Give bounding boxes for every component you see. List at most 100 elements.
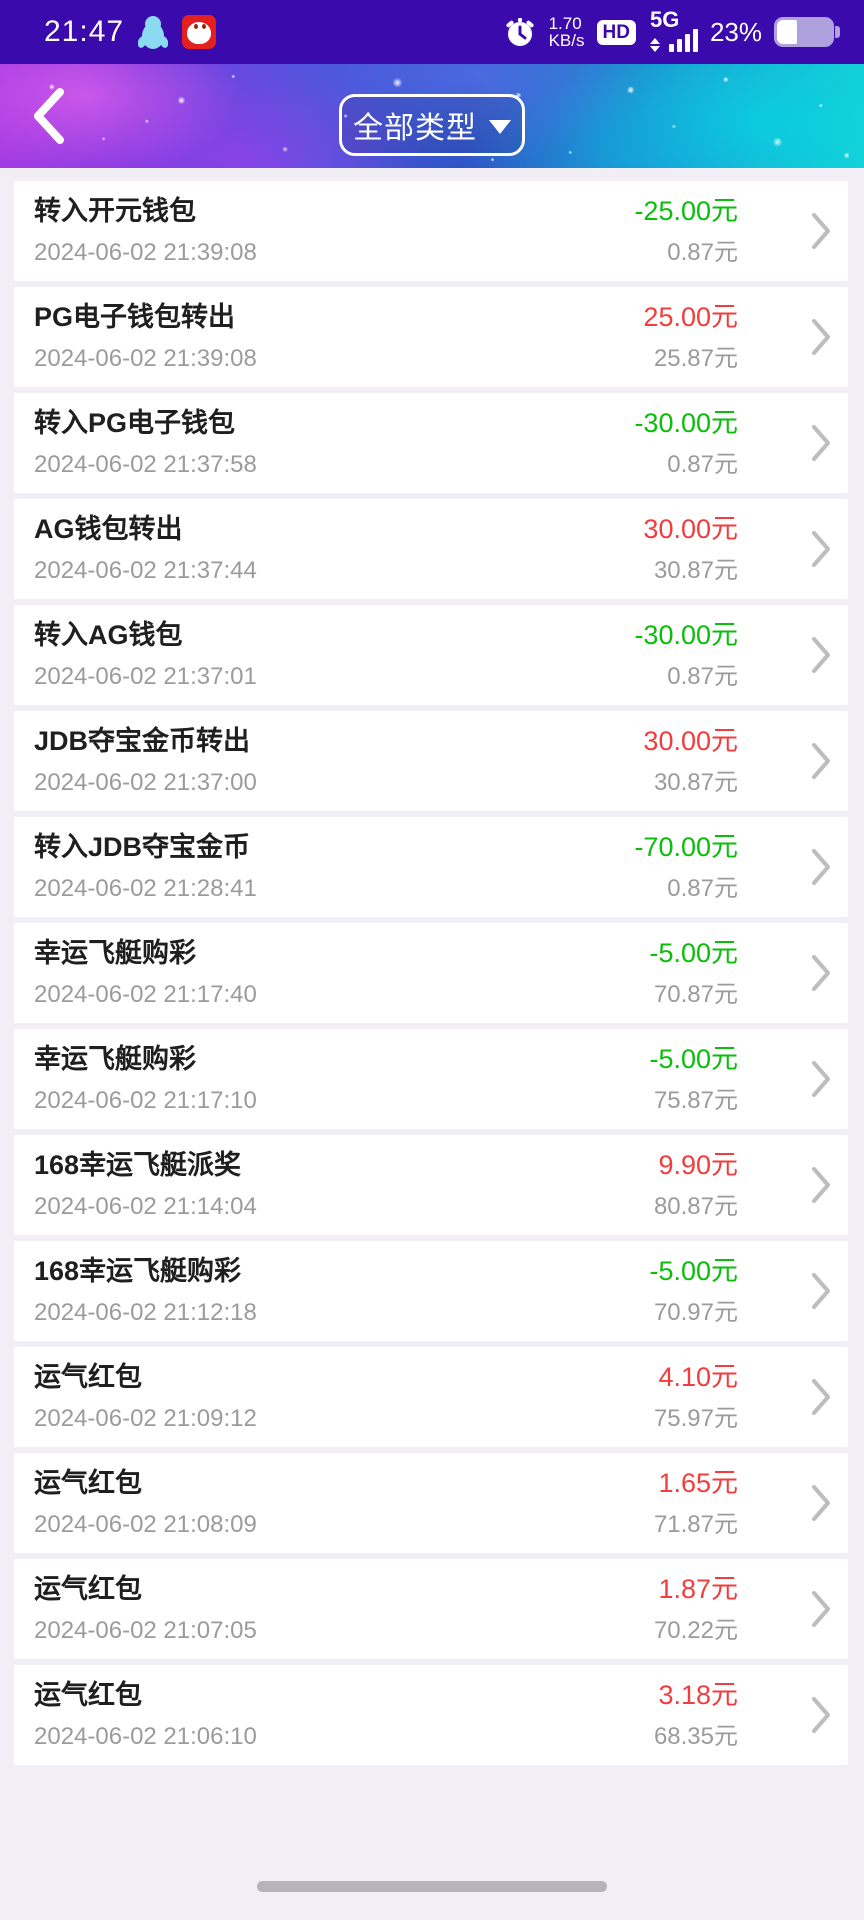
- transaction-row[interactable]: AG钱包转出 2024-06-02 21:37:44 30.00元 30.87元: [14, 499, 848, 599]
- type-filter-dropdown[interactable]: 全部类型: [339, 94, 525, 156]
- transaction-row[interactable]: 运气红包 2024-06-02 21:07:05 1.87元 70.22元: [14, 1559, 848, 1659]
- transaction-figures: 3.18元 68.35元: [654, 1678, 738, 1765]
- transaction-info: 幸运飞艇购彩 2024-06-02 21:17:40: [34, 936, 257, 1023]
- transaction-row[interactable]: 运气红包 2024-06-02 21:06:10 3.18元 68.35元: [14, 1665, 848, 1765]
- transaction-title: 168幸运飞艇派奖: [34, 1150, 242, 1180]
- transaction-title: 运气红包: [34, 1680, 142, 1710]
- transaction-datetime: 2024-06-02 21:37:00: [34, 769, 257, 796]
- transaction-title: 转入PG电子钱包: [34, 408, 236, 438]
- transaction-row[interactable]: JDB夺宝金币转出 2024-06-02 21:37:00 30.00元 30.…: [14, 711, 848, 811]
- home-indicator[interactable]: [257, 1881, 607, 1892]
- transaction-datetime: 2024-06-02 21:17:10: [34, 1087, 257, 1114]
- transaction-info: 转入AG钱包 2024-06-02 21:37:01: [34, 618, 257, 705]
- transaction-datetime: 2024-06-02 21:12:18: [34, 1299, 257, 1326]
- transaction-figures: -5.00元 70.87元: [649, 936, 738, 1023]
- transaction-balance: 68.35元: [653, 1723, 738, 1750]
- transaction-datetime: 2024-06-02 21:09:12: [34, 1405, 257, 1432]
- transaction-balance: 75.97元: [653, 1405, 738, 1432]
- status-bar: 21:47 1.70 KB/s HD: [0, 0, 864, 64]
- transaction-figures: -30.00元 0.87元: [634, 618, 738, 705]
- transaction-amount: -5.00元: [649, 1044, 738, 1074]
- chevron-right-icon: [812, 955, 830, 991]
- transaction-info: 转入JDB夺宝金币 2024-06-02 21:28:41: [34, 830, 257, 917]
- transaction-balance: 71.87元: [653, 1511, 738, 1538]
- chevron-right-icon: [812, 1485, 830, 1521]
- transaction-balance: 0.87元: [667, 875, 738, 902]
- transaction-amount: 1.87元: [658, 1574, 738, 1604]
- transaction-row[interactable]: 转入开元钱包 2024-06-02 21:39:08 -25.00元 0.87元: [14, 181, 848, 281]
- status-bar-right: 1.70 KB/s HD 5G 23%: [503, 9, 840, 53]
- data-transfer-arrows-icon: [649, 38, 660, 52]
- chevron-right-icon: [812, 531, 830, 567]
- transaction-figures: 25.00元 25.87元: [643, 300, 738, 387]
- transaction-balance: 30.87元: [653, 557, 738, 584]
- transaction-balance: 70.87元: [653, 981, 738, 1008]
- transaction-balance: 70.97元: [653, 1299, 738, 1326]
- page-header: 全部类型: [0, 64, 864, 168]
- chevron-right-icon: [812, 1697, 830, 1733]
- transaction-info: PG电子钱包转出 2024-06-02 21:39:08: [34, 300, 257, 387]
- cellular-signal-icon: 5G: [648, 9, 698, 53]
- chevron-right-icon: [812, 743, 830, 779]
- chevron-right-icon: [812, 1061, 830, 1097]
- transaction-balance: 0.87元: [667, 239, 738, 266]
- transaction-datetime: 2024-06-02 21:08:09: [34, 1511, 257, 1538]
- chevron-right-icon: [812, 319, 830, 355]
- transaction-row[interactable]: 转入JDB夺宝金币 2024-06-02 21:28:41 -70.00元 0.…: [14, 817, 848, 917]
- transaction-info: 转入开元钱包 2024-06-02 21:39:08: [34, 194, 257, 281]
- transaction-row[interactable]: 转入AG钱包 2024-06-02 21:37:01 -30.00元 0.87元: [14, 605, 848, 705]
- transaction-datetime: 2024-06-02 21:17:40: [34, 981, 257, 1008]
- transaction-figures: -70.00元 0.87元: [634, 830, 738, 917]
- transaction-info: 168幸运飞艇派奖 2024-06-02 21:14:04: [34, 1148, 257, 1235]
- transaction-row[interactable]: 转入PG电子钱包 2024-06-02 21:37:58 -30.00元 0.8…: [14, 393, 848, 493]
- transaction-info: 运气红包 2024-06-02 21:09:12: [34, 1360, 257, 1447]
- transaction-figures: 30.00元 30.87元: [643, 512, 738, 599]
- transaction-title: JDB夺宝金币转出: [34, 726, 251, 756]
- transaction-datetime: 2024-06-02 21:37:58: [34, 451, 257, 478]
- qq-penguin-notification-icon: [138, 16, 169, 49]
- transaction-datetime: 2024-06-02 21:39:08: [34, 239, 257, 266]
- transaction-row[interactable]: 168幸运飞艇购彩 2024-06-02 21:12:18 -5.00元 70.…: [14, 1241, 848, 1341]
- transaction-amount: -70.00元: [634, 832, 738, 862]
- chevron-right-icon: [812, 1167, 830, 1203]
- transaction-title: 168幸运飞艇购彩: [34, 1256, 242, 1286]
- transaction-row[interactable]: 幸运飞艇购彩 2024-06-02 21:17:40 -5.00元 70.87元: [14, 923, 848, 1023]
- chevron-right-icon: [812, 213, 830, 249]
- status-bar-left: 21:47: [44, 15, 217, 49]
- transaction-title: 运气红包: [34, 1574, 142, 1604]
- transaction-amount: 1.65元: [658, 1468, 738, 1498]
- transaction-balance: 70.22元: [653, 1617, 738, 1644]
- transaction-title: 幸运飞艇购彩: [34, 938, 196, 968]
- transaction-title: 转入AG钱包: [34, 620, 183, 650]
- transaction-title: 转入JDB夺宝金币: [34, 832, 251, 862]
- caret-down-icon: [489, 120, 511, 134]
- transaction-info: JDB夺宝金币转出 2024-06-02 21:37:00: [34, 724, 257, 811]
- transaction-row[interactable]: 运气红包 2024-06-02 21:09:12 4.10元 75.97元: [14, 1347, 848, 1447]
- transaction-info: 运气红包 2024-06-02 21:06:10: [34, 1678, 257, 1765]
- transaction-title: 运气红包: [34, 1362, 142, 1392]
- chevron-right-icon: [812, 849, 830, 885]
- transaction-figures: 1.87元 70.22元: [654, 1572, 738, 1659]
- transaction-balance: 80.87元: [653, 1193, 738, 1220]
- transaction-figures: -30.00元 0.87元: [634, 406, 738, 493]
- transaction-title: 转入开元钱包: [34, 196, 196, 226]
- transaction-row[interactable]: 运气红包 2024-06-02 21:08:09 1.65元 71.87元: [14, 1453, 848, 1553]
- transaction-amount: 3.18元: [658, 1680, 738, 1710]
- transaction-datetime: 2024-06-02 21:28:41: [34, 875, 257, 902]
- transaction-figures: -5.00元 75.87元: [649, 1042, 738, 1129]
- transaction-row[interactable]: 168幸运飞艇派奖 2024-06-02 21:14:04 9.90元 80.8…: [14, 1135, 848, 1235]
- transaction-amount: -5.00元: [649, 1256, 738, 1286]
- signal-bars-icon: [668, 29, 698, 52]
- chevron-right-icon: [812, 1591, 830, 1627]
- back-button[interactable]: [22, 84, 78, 148]
- transaction-balance: 75.87元: [653, 1087, 738, 1114]
- transaction-figures: 9.90元 80.87元: [654, 1148, 738, 1235]
- transaction-list: 转入开元钱包 2024-06-02 21:39:08 -25.00元 0.87元…: [0, 168, 864, 1765]
- transaction-amount: 25.00元: [643, 302, 738, 332]
- transaction-info: 168幸运飞艇购彩 2024-06-02 21:12:18: [34, 1254, 257, 1341]
- transaction-datetime: 2024-06-02 21:39:08: [34, 345, 257, 372]
- transaction-balance: 0.87元: [667, 663, 738, 690]
- type-filter-label: 全部类型: [353, 112, 477, 145]
- transaction-row[interactable]: PG电子钱包转出 2024-06-02 21:39:08 25.00元 25.8…: [14, 287, 848, 387]
- transaction-row[interactable]: 幸运飞艇购彩 2024-06-02 21:17:10 -5.00元 75.87元: [14, 1029, 848, 1129]
